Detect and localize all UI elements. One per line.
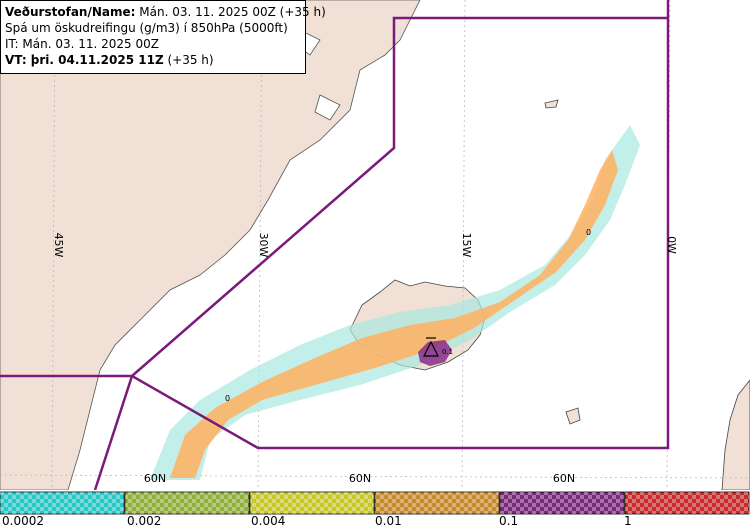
ash-forecast-map: 45W 30W 15W 0W 60N 60N 60N 0 0 0.1 xyxy=(0,0,750,490)
lon-label-15w: 15W xyxy=(460,233,473,258)
header-line-2: Spá um öskudreifingu (g/m3) í 850hPa (50… xyxy=(5,21,288,35)
header-line-1: Veðurstofan/Name: Mán. 03. 11. 2025 00Z … xyxy=(5,4,326,20)
legend-swatch-pattern-1 xyxy=(0,492,124,514)
legend-label-3: 0.004 xyxy=(251,514,286,528)
legend-swatch-pattern-2 xyxy=(125,492,249,514)
ash-region-high xyxy=(418,340,452,366)
legend-swatches xyxy=(0,491,750,515)
contour-label-east: 0 xyxy=(586,228,591,237)
legend-label-5: 0.1 xyxy=(499,514,519,528)
legend-swatch-pattern-4 xyxy=(375,492,499,514)
header-line-3: IT: Mán. 03. 11. 2025 00Z xyxy=(5,37,159,51)
legend-swatch-pattern-3 xyxy=(250,492,374,514)
header-name-label: Veðurstofan/Name: xyxy=(5,5,136,19)
lon-label-45w: 45W xyxy=(52,233,65,258)
legend-label-4: 0.01 xyxy=(375,514,402,528)
header-vt-label: VT: þri. 04.11.2025 11Z xyxy=(5,53,164,67)
legend-swatch-pattern-5 xyxy=(500,492,624,514)
legend-label-6: 1 xyxy=(624,514,632,528)
region-boundary xyxy=(0,0,670,490)
header-line-4: VT: þri. 04.11.2025 11Z (+35 h) xyxy=(5,52,301,68)
lon-label-0w: 0W xyxy=(665,236,678,254)
lon-label-30w: 30W xyxy=(257,233,270,258)
contour-label-volcano: 0.1 xyxy=(442,348,453,356)
header-vt-value: (+35 h) xyxy=(167,53,214,67)
greenland-landmass xyxy=(0,0,421,490)
scandinavia-landmass xyxy=(721,379,750,490)
header-name-value: Mán. 03. 11. 2025 00Z (+35 h) xyxy=(139,5,326,19)
legend-label-1: 0.0002 xyxy=(2,514,44,528)
lat-label-1: 60N xyxy=(144,472,166,485)
lat-label-3: 60N xyxy=(553,472,575,485)
legend-swatch-pattern-6 xyxy=(625,492,749,514)
lat-label-2: 60N xyxy=(349,472,371,485)
volcano-icon xyxy=(423,337,439,357)
contour-label-west: 0 xyxy=(225,394,230,403)
color-legend: 0.0002 0.002 0.004 0.01 0.1 1 xyxy=(0,491,750,532)
legend-label-2: 0.002 xyxy=(127,514,162,528)
forecast-info-box: Veðurstofan/Name: Mán. 03. 11. 2025 00Z … xyxy=(0,0,326,74)
